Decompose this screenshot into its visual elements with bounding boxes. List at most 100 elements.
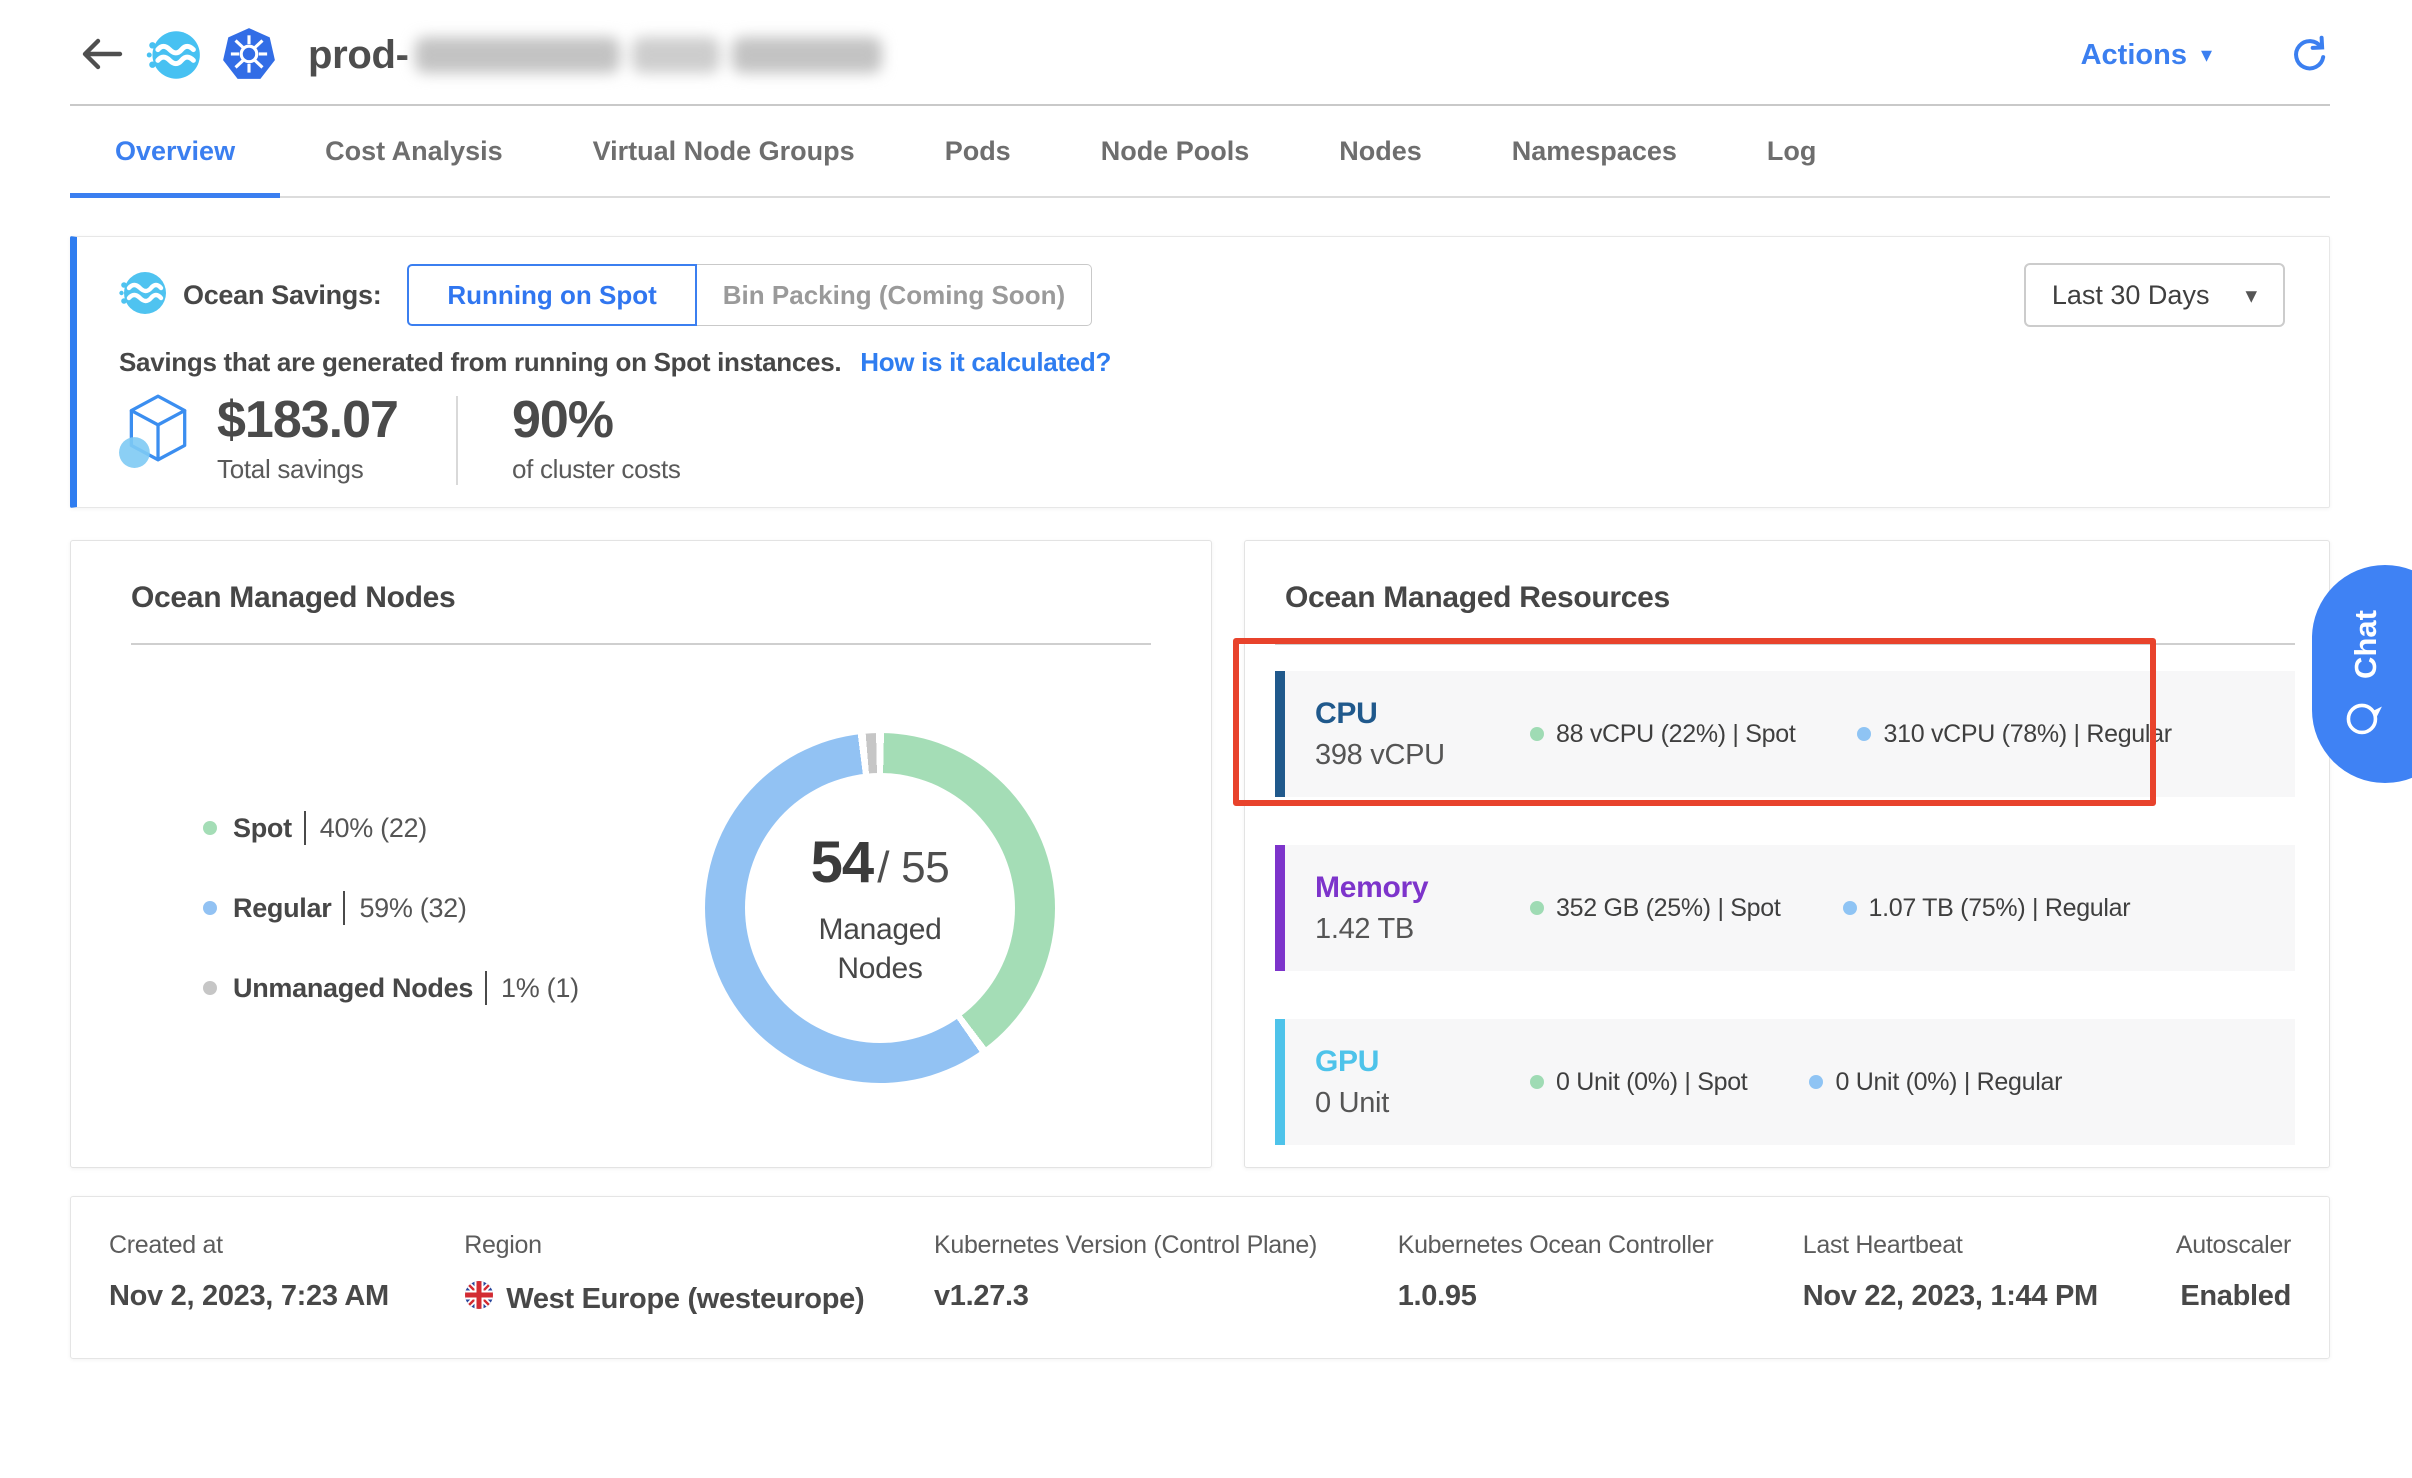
legend-value: 40% (22): [319, 812, 427, 843]
ocean-savings-icon: [117, 267, 169, 324]
tab-node-pools[interactable]: Node Pools: [1056, 106, 1295, 198]
regular-dot-icon: [1842, 901, 1857, 915]
memory-regular-stat: 1.07 TB (75%) | Regular: [1842, 894, 2131, 923]
resource-row-gpu: GPU 0 Unit 0 Unit (0%) | Spot 0 Unit (0%…: [1275, 1019, 2295, 1145]
period-selector-dropdown[interactable]: Last 30 Days ▾: [2023, 263, 2285, 327]
savings-cube-icon: [119, 390, 195, 475]
cpu-name-block: CPU 398 vCPU: [1315, 697, 1530, 772]
legend-item-unmanaged: Unmanaged Nodes 1% (1): [203, 971, 579, 1005]
info-label: Last Heartbeat: [1802, 1231, 1963, 1259]
total-count: / 55: [877, 842, 950, 892]
tab-pods[interactable]: Pods: [900, 106, 1056, 198]
legend-value: 59% (32): [359, 892, 467, 923]
regular-dot-icon: [1809, 1075, 1824, 1089]
stat-text: 352 GB (25%) | Spot: [1556, 893, 1781, 922]
legend-separator: [485, 971, 488, 1005]
managed-nodes-body: Spot 40% (22) Regular 59% (32) Unmanaged…: [131, 733, 1151, 1083]
managed-nodes-label: Managed Nodes: [818, 912, 942, 985]
spot-dot-icon: [1530, 1075, 1544, 1089]
ocean-logo-icon: [146, 27, 202, 83]
info-value: Nov 22, 2023, 1:44 PM: [1802, 1280, 2098, 1312]
region-flag-icon: [464, 1280, 494, 1318]
managed-nodes-title: Ocean Managed Nodes: [131, 581, 456, 614]
gpu-spot-stat: 0 Unit (0%) | Spot: [1530, 1068, 1748, 1097]
tab-nodes[interactable]: Nodes: [1294, 106, 1467, 198]
tab-overview[interactable]: Overview: [70, 106, 281, 198]
memory-spot-stat: 352 GB (25%) | Spot: [1530, 894, 1781, 923]
running-on-spot-toggle[interactable]: Running on Spot: [407, 264, 697, 326]
cluster-name-prefix: prod-: [308, 32, 409, 77]
tab-namespaces[interactable]: Namespaces: [1467, 106, 1722, 198]
info-value: Nov 2, 2023, 7:23 AM: [109, 1280, 389, 1312]
chat-button[interactable]: Chat: [2312, 565, 2412, 783]
legend-label: Spot: [233, 812, 292, 843]
legend-item-spot: Spot 40% (22): [203, 811, 579, 845]
managed-resources-title: Ocean Managed Resources: [1285, 581, 1670, 614]
how-calculated-link[interactable]: How is it calculated?: [860, 347, 1112, 377]
legend-label: Unmanaged Nodes: [233, 972, 474, 1003]
cpu-spot-stat: 88 vCPU (22%) | Spot: [1530, 719, 1796, 749]
spot-dot-icon: [203, 821, 217, 835]
resource-row-cpu: CPU 398 vCPU 88 vCPU (22%) | Spot 310 vC…: [1233, 638, 2295, 806]
chat-label: Chat: [2347, 609, 2383, 679]
managed-nodes-donut: 54 / 55 Managed Nodes: [705, 733, 1055, 1083]
total-savings-value: $183.07: [217, 391, 399, 449]
info-region: Region West Europe (westeurope): [464, 1231, 934, 1318]
ocean-savings-banner: Ocean Savings: Running on Spot Bin Packi…: [70, 236, 2330, 508]
tab-cost-analysis[interactable]: Cost Analysis: [280, 106, 548, 198]
memory-stats: 352 GB (25%) | Spot 1.07 TB (75%) | Regu…: [1530, 894, 2131, 923]
info-ocean-controller: Kubernetes Ocean Controller 1.0.95: [1398, 1231, 1803, 1318]
back-button[interactable]: [80, 36, 124, 75]
info-value: 1.0.95: [1397, 1280, 1477, 1312]
legend-item-regular: Regular 59% (32): [203, 891, 579, 925]
cluster-info-bar: Created at Nov 2, 2023, 7:23 AM Region W…: [70, 1196, 2330, 1359]
tab-virtual-node-groups[interactable]: Virtual Node Groups: [548, 106, 900, 198]
cluster-cost-label: of cluster costs: [511, 454, 681, 484]
resource-name: GPU: [1315, 1044, 1380, 1078]
cluster-tabs: Overview Cost Analysis Virtual Node Grou…: [70, 106, 2330, 198]
actions-label: Actions: [2080, 38, 2187, 71]
info-value: v1.27.3: [933, 1280, 1029, 1312]
nodes-legend: Spot 40% (22) Regular 59% (32) Unmanaged…: [203, 765, 579, 1051]
legend-separator: [343, 891, 346, 925]
info-label: Autoscaler: [2175, 1231, 2292, 1259]
refresh-button[interactable]: [2288, 33, 2330, 78]
spot-dot-icon: [1530, 901, 1544, 915]
info-label: Region: [464, 1231, 542, 1259]
page-title: prod-: [308, 33, 882, 78]
tab-log[interactable]: Log: [1722, 106, 1861, 198]
chat-button-content: Chat: [2343, 610, 2388, 739]
period-selector-value: Last 30 Days: [2051, 279, 2210, 310]
overview-cards: Ocean Managed Nodes Spot 40% (22) Regula…: [70, 540, 2330, 1168]
stat-text: 88 vCPU (22%) | Spot: [1556, 719, 1796, 748]
legend-value: 1% (1): [501, 972, 579, 1003]
autoscaler-status-badge: Enabled: [2180, 1280, 2292, 1312]
managed-nodes-card: Ocean Managed Nodes Spot 40% (22) Regula…: [70, 540, 1212, 1168]
savings-banner-controls: Ocean Savings: Running on Spot Bin Packi…: [117, 263, 2285, 327]
info-label: Created at: [109, 1231, 223, 1259]
info-value: West Europe (westeurope): [464, 1280, 934, 1318]
actions-button[interactable]: Actions ▾: [2081, 39, 2212, 72]
total-savings-stat: $183.07 Total savings: [217, 391, 399, 485]
cpu-stats: 88 vCPU (22%) | Spot 310 vCPU (78%) | Re…: [1530, 720, 2172, 749]
unmanaged-dot-icon: [203, 981, 217, 995]
regular-dot-icon: [203, 901, 217, 915]
resource-name: Memory: [1315, 870, 1429, 904]
stat-text: 0 Unit (0%) | Regular: [1835, 1067, 2063, 1096]
refresh-icon: [2288, 33, 2330, 78]
gpu-name-block: GPU 0 Unit: [1315, 1045, 1530, 1120]
gpu-regular-stat: 0 Unit (0%) | Regular: [1809, 1068, 2062, 1097]
savings-description: Savings that are generated from running …: [117, 347, 2285, 378]
savings-description-text: Savings that are generated from running …: [119, 347, 842, 377]
total-savings-label: Total savings: [217, 454, 364, 484]
card-divider: [1275, 643, 2295, 645]
header-actions-group: Actions ▾: [2081, 33, 2330, 78]
donut-center-text: 54 / 55 Managed Nodes: [705, 733, 1055, 1083]
legend-label: Regular: [233, 892, 332, 923]
region-value: West Europe (westeurope): [506, 1282, 865, 1315]
stat-text: 310 vCPU (78%) | Regular: [1883, 719, 2172, 748]
chat-bubble-icon: [2343, 698, 2388, 738]
bin-packing-toggle[interactable]: Bin Packing (Coming Soon): [696, 264, 1093, 326]
info-kubernetes-version: Kubernetes Version (Control Plane) v1.27…: [934, 1231, 1398, 1318]
managed-resources-card: Ocean Managed Resources CPU 398 vCPU 88 …: [1233, 540, 2330, 1168]
